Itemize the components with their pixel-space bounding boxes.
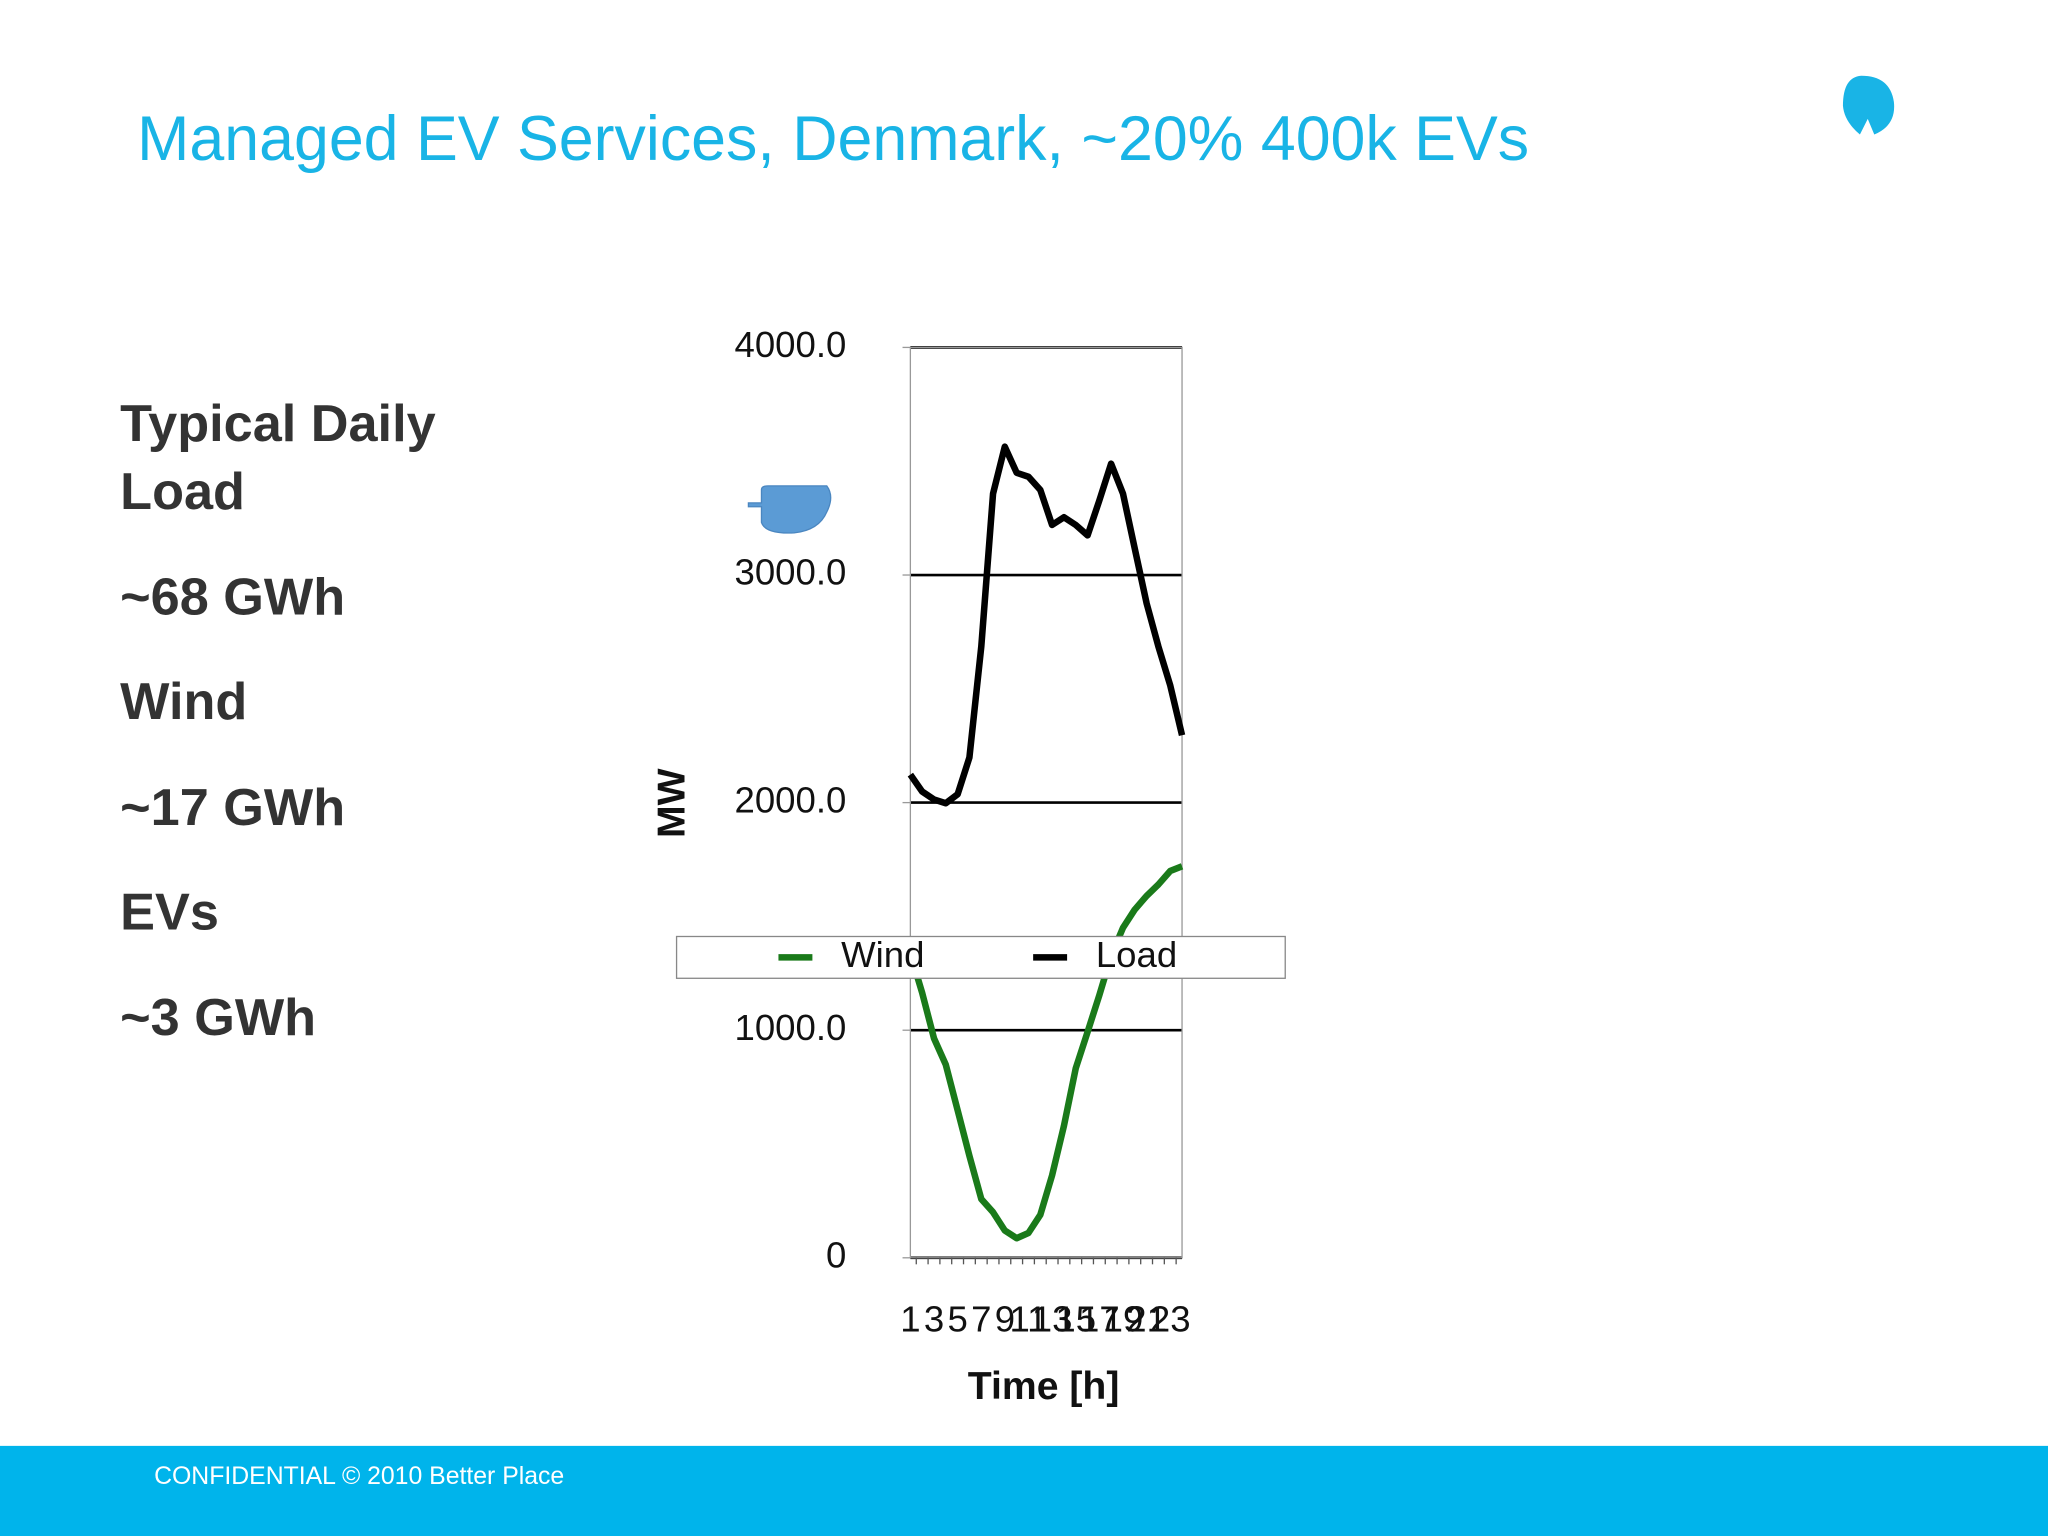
legend-label: Wind [841, 934, 924, 975]
point-text: Wind [120, 673, 247, 731]
y-tick-label: 4000.0 [735, 324, 847, 365]
logo [1842, 75, 1895, 135]
y-axis-label: MW [650, 768, 693, 838]
point-line: Load [120, 463, 245, 521]
x-tick-label: 19 [1103, 1298, 1144, 1339]
x-tick-label: 15 [1055, 1298, 1096, 1339]
x-tick-label: 1 [900, 1298, 920, 1339]
point-text: EVs [120, 883, 219, 941]
point-line: Typical Daily [120, 395, 435, 453]
x-tick-label: 17 [1079, 1298, 1120, 1339]
x-axis-label: Time [h] [968, 1365, 1120, 1408]
legend-box [675, 935, 1286, 979]
slide-title: Managed EV Services, Denmark, ~20% 400k … [137, 104, 1529, 174]
point-text: ~68 GWh [120, 569, 345, 627]
series-line [907, 443, 1186, 807]
x-tick-label: 5 [947, 1298, 967, 1339]
x-tick-label: 13 [1032, 1298, 1073, 1339]
points: Typical Daily Load ~68 GWh Wind ~17 GWh EVs ~3… [120, 395, 435, 1047]
footer-bar [0, 1445, 2048, 1536]
series-line [907, 863, 1184, 1242]
x-tick-label: 9 [995, 1298, 1015, 1339]
y-tick-label: 1000.0 [735, 1007, 847, 1048]
x-tick-label: 11 [1010, 1298, 1048, 1339]
point-text: ~17 GWh [120, 779, 345, 837]
y-tick-label: 0 [826, 1234, 846, 1275]
x-tick-label: 23 [1150, 1298, 1191, 1339]
x-tick-label: 3 [924, 1298, 944, 1339]
legend-label: Load [1096, 934, 1177, 975]
ev-icon [747, 485, 832, 534]
point-text: Typical Daily Load [120, 395, 435, 521]
point-text: ~3 GWh [120, 989, 316, 1047]
x-tick-label: 7 [971, 1298, 991, 1339]
y-tick-label: 2000.0 [735, 779, 847, 820]
x-tick-label: 21 [1126, 1298, 1167, 1339]
footer-text: CONFIDENTIAL © 2010 Better Place [154, 1463, 564, 1490]
y-tick-label: 3000.0 [735, 552, 847, 593]
